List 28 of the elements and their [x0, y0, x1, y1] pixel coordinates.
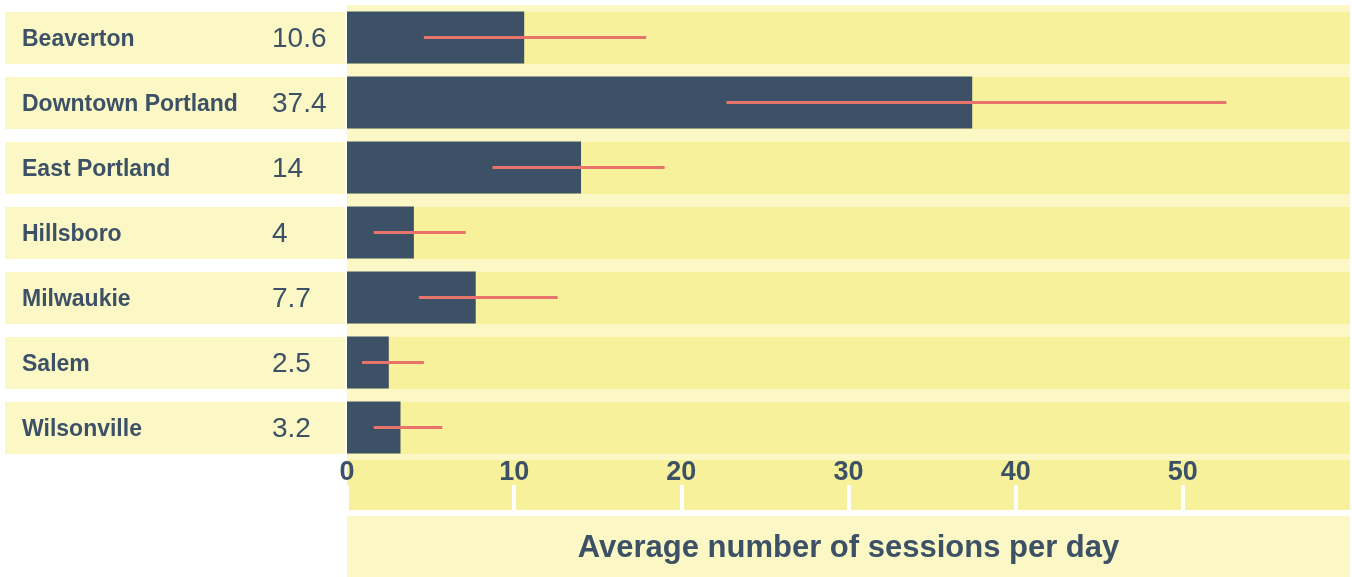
bar [347, 11, 525, 64]
x-tick-label: 40 [1000, 455, 1031, 486]
bar [347, 401, 401, 454]
data-label: 3.2 [272, 412, 311, 443]
data-label: 2.5 [272, 347, 311, 378]
y-tick-label: Salem [22, 349, 90, 376]
x-tick-label: 20 [666, 455, 697, 486]
data-label: 4 [272, 217, 288, 248]
data-label: 14 [272, 152, 304, 183]
bar [347, 141, 582, 194]
bar [347, 206, 414, 259]
y-tick-label: East Portland [22, 154, 171, 181]
bar [347, 76, 973, 129]
y-tick-label: Hillsboro [22, 219, 122, 246]
data-label: 37.4 [272, 87, 327, 118]
bar [347, 271, 476, 324]
x-tick-label: 0 [339, 455, 355, 486]
x-tick-label: 30 [833, 455, 864, 486]
y-tick-label: Milwaukie [22, 284, 131, 311]
y-tick-label: Wilsonville [22, 414, 142, 441]
bar [347, 336, 389, 389]
y-tick-label: Downtown Portland [22, 89, 238, 116]
x-tick-label: 50 [1167, 455, 1198, 486]
y-tick-label: Beaverton [22, 24, 135, 51]
x-axis-title: Average number of sessions per day [577, 529, 1121, 564]
data-label: 7.7 [272, 282, 311, 313]
x-tick-label: 10 [499, 455, 530, 486]
data-label: 10.6 [272, 22, 327, 53]
